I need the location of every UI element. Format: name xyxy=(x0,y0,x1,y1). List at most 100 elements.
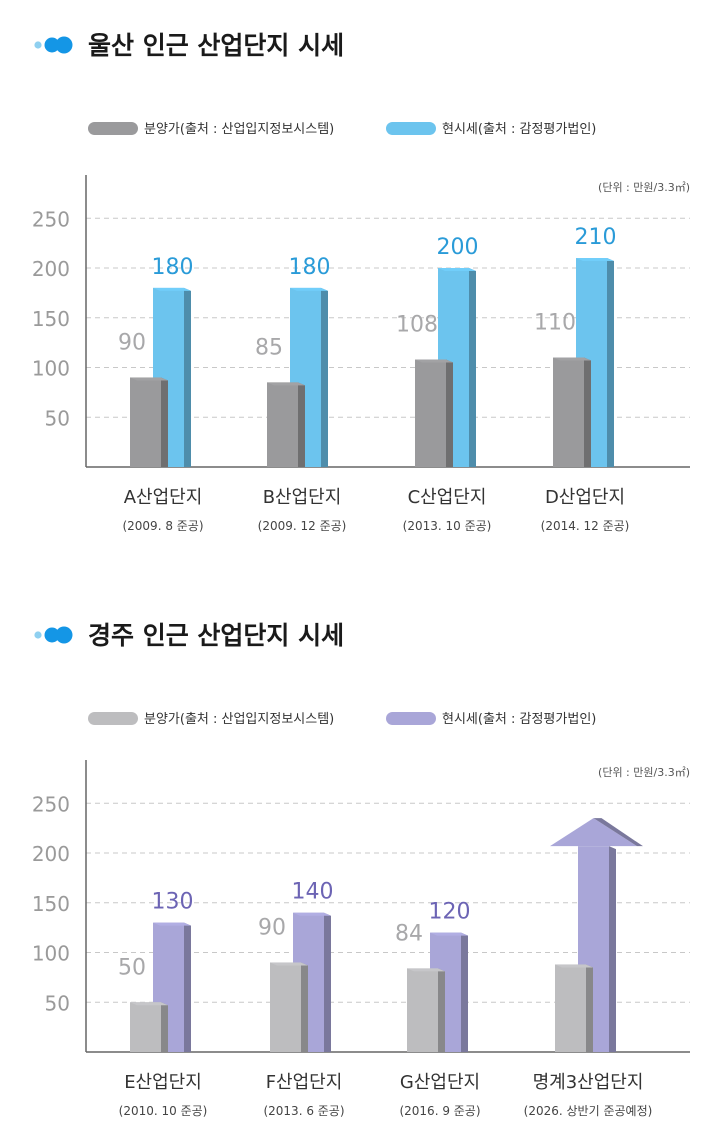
bar-sale-price-front xyxy=(415,359,446,467)
bar-current-price-top xyxy=(293,912,331,916)
title-bullet-icon xyxy=(55,626,73,644)
x-category-note: (2014. 12 준공) xyxy=(541,519,630,533)
data-label-current-price: 200 xyxy=(437,235,479,260)
rising-arrow-head-side xyxy=(593,818,643,847)
unit-note: (단위 : 만원/3.3㎡) xyxy=(598,181,690,194)
y-tick-label: 100 xyxy=(32,357,70,381)
bar-sale-price xyxy=(407,968,445,1052)
bar-sale-price xyxy=(553,357,591,467)
bar-sale-price xyxy=(130,377,168,467)
y-tick-label: 200 xyxy=(32,842,70,866)
bar-sale-price-side xyxy=(298,382,305,467)
bar-sale-price-front xyxy=(270,962,301,1052)
bar-sale-price-top xyxy=(415,359,453,363)
x-category-note: (2009. 8 준공) xyxy=(122,519,203,533)
y-tick-label: 50 xyxy=(45,406,70,430)
bar-sale-price-top xyxy=(553,357,591,361)
x-category-note: (2013. 6 준공) xyxy=(263,1104,344,1118)
legend-label: 분양가(출처 : 산업입지정보시스템) xyxy=(144,122,334,137)
data-label-current-price: 180 xyxy=(289,255,331,280)
legend-swatch xyxy=(88,122,138,135)
bar-current-price-side xyxy=(184,922,191,1052)
x-category-label: C산업단지 xyxy=(408,487,487,508)
data-label-current-price: 210 xyxy=(575,225,617,250)
unit-note: (단위 : 만원/3.3㎡) xyxy=(598,766,690,779)
rising-arrow-shaft-side xyxy=(609,846,616,1052)
bar-current-price-top xyxy=(430,932,468,936)
bar-sale-price-front xyxy=(407,968,438,1052)
x-category-label: A산업단지 xyxy=(124,487,203,508)
bar-sale-price-side xyxy=(161,1002,168,1052)
data-label-sale-price: 50 xyxy=(118,955,146,980)
data-label-current-price: 120 xyxy=(429,900,471,925)
x-category-label: G산업단지 xyxy=(400,1072,480,1093)
y-tick-label: 150 xyxy=(32,892,70,916)
bar-sale-price-side xyxy=(586,964,593,1052)
legend-item-2: 현시세(출처 : 감정평가법인) xyxy=(386,122,596,137)
bar-sale-price xyxy=(415,359,453,467)
legend-swatch xyxy=(386,122,436,135)
bar-current-price-side xyxy=(461,932,468,1052)
y-tick-label: 150 xyxy=(32,307,70,331)
bar-sale-price-top xyxy=(555,964,593,968)
bar-current-price-side xyxy=(184,287,191,467)
legend-item-2: 현시세(출처 : 감정평가법인) xyxy=(386,712,596,727)
x-category-label: F산업단지 xyxy=(266,1072,343,1093)
rising-arrow-icon xyxy=(550,818,643,1052)
bar-sale-price-top xyxy=(130,1002,168,1006)
bar-sale-price xyxy=(555,964,593,1052)
legend-label: 현시세(출처 : 감정평가법인) xyxy=(442,712,596,727)
title-bullet-icon xyxy=(44,37,60,53)
x-category-label: 명계3산업단지 xyxy=(533,1072,644,1093)
x-category-note: (2009. 12 준공) xyxy=(258,519,347,533)
x-category-label: E산업단지 xyxy=(124,1072,202,1093)
legend-swatch xyxy=(88,712,138,725)
data-label-sale-price: 90 xyxy=(258,915,286,940)
bar-current-price-top xyxy=(290,287,328,291)
x-category-note: (2010. 10 준공) xyxy=(119,1104,208,1118)
y-tick-label: 100 xyxy=(32,942,70,966)
bar-sale-price-front xyxy=(555,964,586,1052)
x-category-note: (2013. 10 준공) xyxy=(403,519,492,533)
data-label-current-price: 180 xyxy=(152,255,194,280)
bar-sale-price-side xyxy=(438,968,445,1052)
y-tick-label: 50 xyxy=(45,991,70,1015)
bar-sale-price-side xyxy=(301,962,308,1052)
data-label-sale-price: 110 xyxy=(534,311,576,336)
data-label-sale-price: 90 xyxy=(118,330,146,355)
legend-swatch xyxy=(386,712,436,725)
legend-label: 현시세(출처 : 감정평가법인) xyxy=(442,122,596,137)
bar-sale-price-front xyxy=(130,1002,161,1052)
data-label-current-price: 140 xyxy=(292,880,334,905)
bar-sale-price-side xyxy=(161,377,168,467)
chart-title: 경주 인근 산업단지 시세 xyxy=(88,621,344,650)
chart-title: 울산 인근 산업단지 시세 xyxy=(88,31,344,60)
bar-current-price-top xyxy=(438,268,476,271)
y-tick-label: 250 xyxy=(32,792,70,816)
bar-sale-price xyxy=(270,962,308,1052)
rising-arrow-head xyxy=(550,818,637,847)
legend-item-1: 분양가(출처 : 산업입지정보시스템) xyxy=(88,712,334,727)
bar-sale-price-side xyxy=(446,359,453,467)
y-tick-label: 250 xyxy=(32,207,70,231)
bar-current-price-top xyxy=(576,258,614,262)
bar-current-price-top xyxy=(153,287,191,291)
title-bullet-icon xyxy=(44,627,60,643)
x-category-label: B산업단지 xyxy=(263,487,342,508)
bar-sale-price-top xyxy=(130,377,168,381)
x-category-note: (2026. 상반기 준공예정) xyxy=(524,1104,653,1118)
x-category-label: D산업단지 xyxy=(545,487,625,508)
title-bullet-icon xyxy=(55,36,73,54)
bar-sale-price-front xyxy=(267,382,298,467)
legend-item-1: 분양가(출처 : 산업입지정보시스템) xyxy=(88,122,334,137)
bar-sale-price-top xyxy=(267,382,305,386)
y-tick-label: 200 xyxy=(32,257,70,281)
bar-sale-price-front xyxy=(553,357,584,467)
bar-sale-price-side xyxy=(584,357,591,467)
x-category-note: (2016. 9 준공) xyxy=(399,1104,480,1118)
bar-sale-price xyxy=(130,1002,168,1052)
bar-sale-price-front xyxy=(130,377,161,467)
